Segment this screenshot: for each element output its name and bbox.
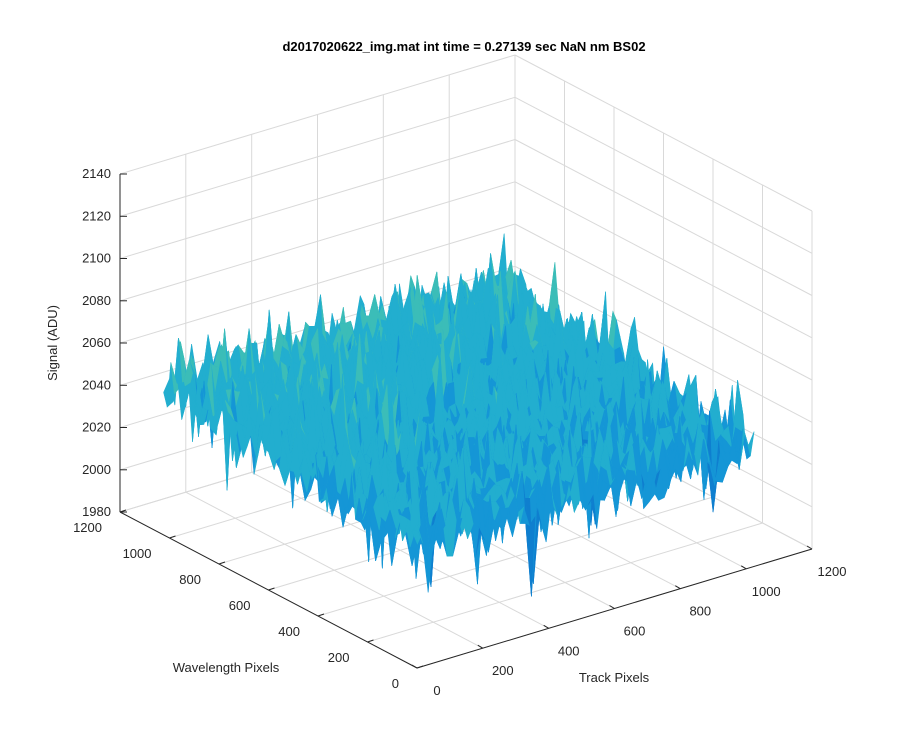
x-tick-label: 400 bbox=[558, 643, 580, 658]
z-tick-label: 2140 bbox=[82, 166, 111, 181]
back-wall-gridline bbox=[119, 54, 516, 175]
z-tick-label: 2080 bbox=[82, 293, 111, 308]
z-tick-label: 2020 bbox=[82, 420, 111, 435]
y-tick-label: 800 bbox=[179, 572, 201, 587]
surface-layer bbox=[163, 233, 755, 597]
z-tick-label: 2100 bbox=[82, 251, 111, 266]
tick-layer: 1980200020202040206020802100212021400200… bbox=[73, 166, 846, 698]
side-wall-gridline bbox=[514, 96, 813, 254]
back-wall-gridline bbox=[119, 223, 516, 344]
side-wall-gridline bbox=[514, 139, 813, 296]
x-tick-label: 600 bbox=[624, 624, 646, 639]
z-tick-label: 2040 bbox=[82, 377, 111, 392]
side-wall-gridline bbox=[514, 181, 813, 339]
y-tick-label: 400 bbox=[278, 624, 300, 639]
back-wall-gridline bbox=[119, 96, 516, 217]
z-tick-label: 2000 bbox=[82, 462, 111, 477]
x-tick-mark bbox=[543, 624, 549, 629]
side-wall-gridline bbox=[514, 265, 813, 423]
z-tick-label: 2120 bbox=[82, 208, 111, 223]
x-tick-mark bbox=[740, 565, 747, 570]
y-tick-label: 0 bbox=[392, 676, 399, 691]
y-tick-mark bbox=[416, 665, 424, 669]
x-tick-label: 800 bbox=[689, 604, 711, 619]
surface-patch bbox=[412, 522, 423, 543]
y-tick-mark bbox=[119, 509, 127, 513]
x-tick-mark bbox=[675, 585, 681, 590]
x-tick-label: 1000 bbox=[752, 584, 781, 599]
y-tick-label: 1000 bbox=[123, 546, 152, 561]
back-wall-gridline bbox=[119, 181, 516, 302]
x-tick-label: 0 bbox=[433, 683, 440, 698]
side-wall-gridline bbox=[514, 54, 813, 212]
y-tick-label: 600 bbox=[229, 598, 251, 613]
x-tick-mark bbox=[609, 605, 615, 609]
y-tick-mark bbox=[367, 639, 374, 643]
y-tick-label: 200 bbox=[328, 650, 350, 665]
floor-gridline bbox=[367, 522, 763, 643]
side-wall-gridline bbox=[514, 223, 813, 381]
y-tick-mark bbox=[268, 587, 275, 591]
x-axis-label: Track Pixels bbox=[579, 670, 650, 685]
x-tick-mark bbox=[806, 545, 813, 550]
y-tick-mark bbox=[218, 561, 226, 565]
y-tick-mark bbox=[169, 535, 176, 539]
back-wall-gridline bbox=[119, 139, 516, 259]
y-tick-label: 1200 bbox=[73, 520, 102, 535]
x-tick-mark bbox=[411, 664, 418, 669]
y-tick-mark bbox=[317, 613, 325, 617]
z-tick-label: 1980 bbox=[82, 504, 111, 519]
x-tick-label: 1200 bbox=[818, 564, 847, 579]
chart-title: d2017020622_img.mat int time = 0.27139 s… bbox=[282, 39, 645, 54]
x-tick-mark bbox=[477, 644, 484, 649]
z-tick-label: 2060 bbox=[82, 335, 111, 350]
x-tick-label: 200 bbox=[492, 663, 514, 678]
floor-gridline bbox=[317, 496, 714, 617]
y-axis-label: Wavelength Pixels bbox=[173, 660, 280, 675]
z-axis-label: Signal (ADU) bbox=[45, 305, 60, 381]
